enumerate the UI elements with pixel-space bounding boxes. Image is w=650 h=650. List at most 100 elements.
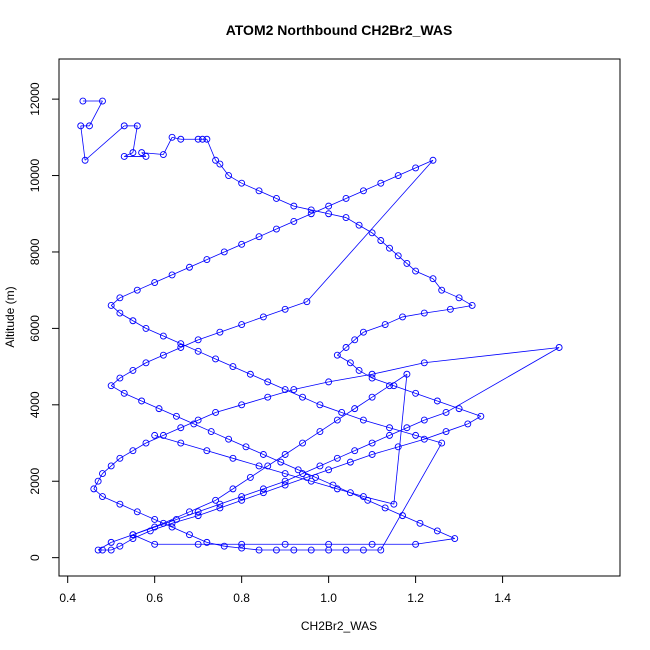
x-axis: 0.4 0.6 0.8 1.0 1.2 1.4 [59, 576, 511, 605]
data-point [238, 401, 246, 409]
data-point [194, 416, 202, 424]
series-segment [176, 511, 199, 520]
data-point [281, 540, 289, 548]
series-segment [228, 175, 242, 184]
data-point [203, 538, 211, 546]
series-segment [267, 454, 286, 467]
data-point [107, 538, 115, 546]
data-point [351, 336, 359, 344]
data-point [238, 540, 246, 548]
data-point [190, 420, 198, 428]
series-segment [372, 362, 425, 375]
y-tick-label: 12000 [28, 82, 42, 116]
data-point [229, 485, 237, 493]
data-point [177, 135, 185, 143]
data-point [272, 546, 280, 554]
x-tick-label: 0.4 [59, 591, 76, 605]
data-point [381, 321, 389, 329]
y-tick-label: 10000 [28, 159, 42, 193]
x-tick-label: 1.0 [320, 591, 337, 605]
data-point [194, 135, 202, 143]
data-point [364, 496, 372, 504]
data-point [238, 240, 246, 248]
data-point [212, 409, 220, 416]
data-point [129, 366, 137, 374]
data-point [316, 401, 324, 409]
data-point [133, 122, 141, 130]
series-segment [232, 457, 260, 467]
series-segment [110, 305, 121, 314]
data-point [368, 540, 376, 548]
data-point [138, 397, 146, 405]
data-point [99, 470, 106, 478]
series-segment [389, 247, 399, 257]
y-tick-label: 4000 [28, 391, 42, 418]
series-segment [389, 427, 416, 436]
y-tick-label: 0 [28, 554, 42, 561]
data-point [194, 336, 202, 344]
data-point [177, 344, 185, 351]
series-segment [258, 465, 286, 474]
series-segment [132, 125, 138, 153]
data-point [368, 374, 376, 382]
data-point [77, 122, 85, 130]
data-point [151, 279, 159, 286]
data-point [138, 149, 146, 157]
series-segment [458, 408, 481, 417]
series-segment [467, 415, 482, 425]
series-segment [119, 538, 134, 547]
series-segment [424, 308, 451, 314]
series-points [77, 97, 563, 554]
data-point [307, 210, 315, 218]
series-segment [132, 320, 147, 329]
data-point [359, 493, 367, 500]
data-point [85, 122, 93, 130]
data-point [159, 519, 167, 527]
series-segment [154, 434, 181, 444]
plot-frame [58, 58, 621, 577]
data-point [146, 527, 154, 535]
data-point [116, 294, 124, 302]
data-point [403, 370, 411, 378]
series-segment [371, 385, 390, 398]
data-point [281, 386, 289, 393]
series-segment [415, 538, 455, 545]
data-point [177, 439, 185, 447]
data-point [351, 447, 359, 455]
series-segment [241, 396, 268, 406]
data-point [359, 416, 367, 424]
data-point [394, 172, 402, 179]
series-segment [163, 511, 190, 524]
series-segment [241, 488, 264, 497]
data-point [442, 428, 450, 436]
data-point [412, 540, 420, 548]
data-point [325, 466, 333, 474]
data-point [216, 500, 224, 508]
series-segment [219, 496, 242, 505]
data-point [303, 473, 311, 481]
series-segment [89, 100, 103, 127]
data-point [442, 409, 450, 416]
series-segment [119, 370, 134, 379]
series-segment [219, 499, 242, 509]
data-point [338, 409, 346, 416]
data-point [333, 454, 341, 462]
series-segment [389, 373, 408, 387]
data-point [168, 133, 176, 141]
data-point [346, 359, 354, 367]
data-point [259, 451, 267, 458]
series-segment [180, 442, 207, 452]
data-point [381, 504, 389, 512]
series-segment [328, 373, 373, 383]
series-segment [337, 488, 364, 497]
series-segment [363, 419, 390, 429]
series-segment [345, 217, 360, 226]
series-segment [319, 404, 342, 413]
series-segment [285, 301, 308, 310]
data-point [255, 462, 263, 470]
series-segment [111, 534, 134, 543]
data-point [238, 493, 246, 500]
series-segment [306, 469, 329, 478]
data-point [168, 523, 176, 531]
data-point [107, 302, 115, 309]
